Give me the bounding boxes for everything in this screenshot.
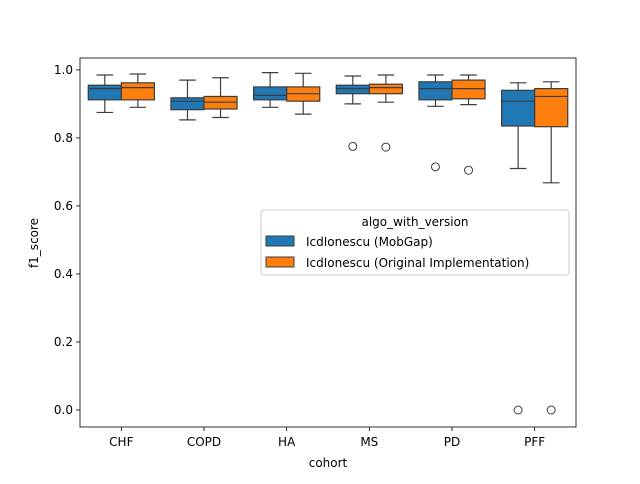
legend-label-mobgap: IcdIonescu (MobGap) xyxy=(306,235,433,249)
box-0-5 xyxy=(501,82,536,415)
outlier-point xyxy=(430,162,440,172)
box-1-1 xyxy=(203,77,238,119)
legend-swatch-mobgap xyxy=(265,235,295,247)
box-0-1 xyxy=(170,79,205,121)
box-1-5 xyxy=(534,81,569,415)
iqr-box xyxy=(120,82,156,101)
box-0-3 xyxy=(335,75,370,151)
x-tick-label: PD xyxy=(444,435,460,449)
x-tick-label: CHF xyxy=(109,435,133,449)
legend-title: algo_with_version xyxy=(361,215,468,229)
x-tick-label: COPD xyxy=(187,435,221,449)
iqr-box xyxy=(335,84,370,95)
iqr-box xyxy=(534,88,569,128)
outlier-point xyxy=(464,165,474,175)
x-axis-label: cohort xyxy=(309,456,348,470)
box-1-2 xyxy=(286,72,321,115)
iqr-box xyxy=(501,89,536,127)
y-tick-label: 0.2 xyxy=(54,335,73,349)
iqr-box xyxy=(170,97,205,111)
legend-label-original: IcdIonescu (Original Implementation) xyxy=(306,256,529,270)
outlier-point xyxy=(546,405,556,415)
y-tick-label: 1.0 xyxy=(54,63,73,77)
x-tick-label: PFF xyxy=(524,435,545,449)
axes-layer xyxy=(79,57,577,428)
outlier-point xyxy=(381,142,391,152)
y-tick-label: 0.4 xyxy=(54,267,73,281)
x-tick-label: MS xyxy=(360,435,378,449)
iqr-box xyxy=(368,83,404,95)
iqr-box xyxy=(451,79,486,100)
iqr-box xyxy=(253,86,288,101)
iqr-box xyxy=(87,84,122,101)
y-ticks: 0.0 0.2 0.4 0.6 0.8 1.0 xyxy=(54,63,80,417)
boxes-layer xyxy=(87,72,569,415)
y-tick-label: 0.0 xyxy=(54,403,73,417)
legend: algo_with_version IcdIonescu (MobGap) Ic… xyxy=(260,209,570,276)
legend-frame xyxy=(260,209,570,276)
y-axis-label: f1_score xyxy=(27,218,41,268)
iqr-box xyxy=(418,81,453,101)
y-tick-label: 0.8 xyxy=(54,131,73,145)
box-1-0 xyxy=(120,73,156,108)
box-0-2 xyxy=(253,72,288,108)
legend-swatch-original xyxy=(265,256,295,268)
box-1-4 xyxy=(451,74,486,175)
x-tick-label: HA xyxy=(278,435,296,449)
box-1-3 xyxy=(368,74,404,152)
y-tick-label: 0.6 xyxy=(54,199,73,213)
x-ticks: CHF COPD HA MS PD PFF xyxy=(109,427,545,449)
box-0-4 xyxy=(418,74,453,172)
outlier-point xyxy=(513,405,523,415)
box-0-0 xyxy=(87,74,122,114)
plot-frame xyxy=(79,57,577,428)
outlier-point xyxy=(348,141,358,151)
